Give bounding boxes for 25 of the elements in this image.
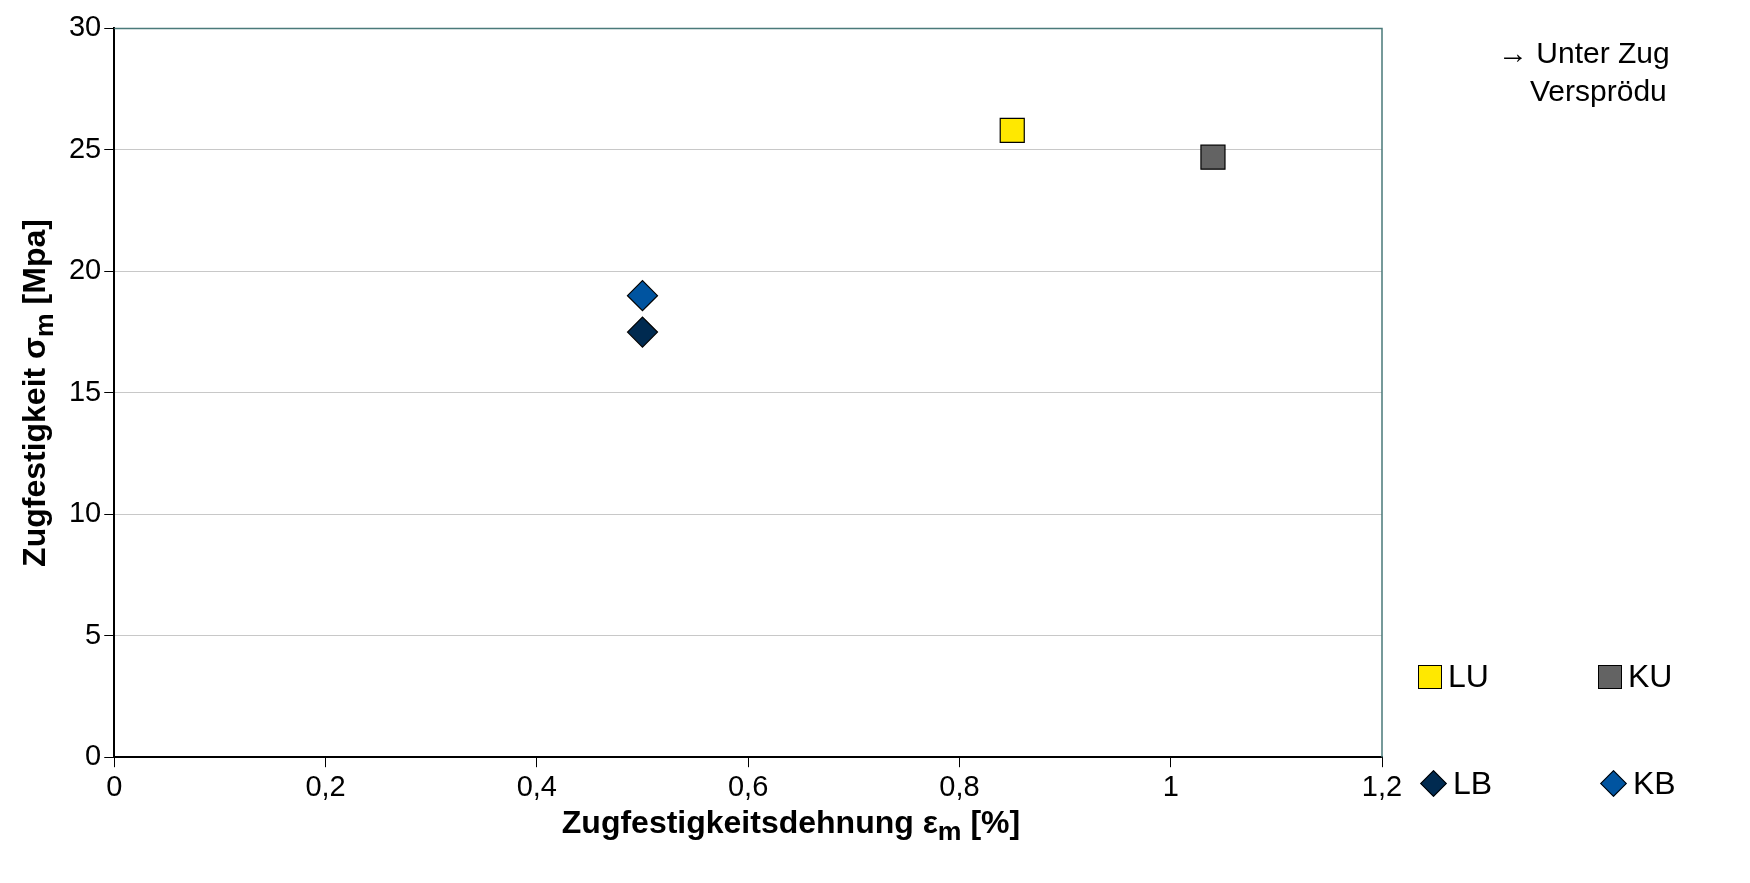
y-tick-label: 5 [85, 617, 102, 650]
x-tick-label: 1,2 [1361, 769, 1403, 802]
x-tick-label: 0,8 [939, 769, 980, 802]
x-tick-label: 0 [106, 769, 123, 802]
legend-label: KB [1633, 765, 1676, 802]
point [626, 280, 659, 312]
y-tick-label: 10 [68, 496, 102, 529]
point [999, 117, 1025, 144]
legend-label: KU [1628, 658, 1673, 695]
point [1200, 144, 1226, 170]
legend-label: LB [1453, 765, 1493, 802]
y-tick-label: 25 [68, 131, 102, 164]
x-tick-label: 0,4 [516, 769, 557, 802]
y-tick-label: 20 [68, 253, 102, 286]
legend-label: LU [1448, 658, 1489, 695]
y-tick-label: 15 [68, 374, 102, 407]
y-tick-label: 30 [68, 10, 102, 43]
x-tick-label: 0,6 [727, 769, 769, 802]
text: Versprödu [1529, 73, 1668, 109]
x-axis-title: Zugfestigkeitsdehnung ε$_{m}$ [%] [561, 804, 1021, 848]
text: → Unter Zug [1498, 35, 1670, 71]
point [626, 316, 659, 348]
x-tick-label: 0,2 [305, 769, 346, 802]
y-tick-label: 0 [85, 739, 102, 772]
x-tick-label: 1 [1162, 769, 1179, 802]
